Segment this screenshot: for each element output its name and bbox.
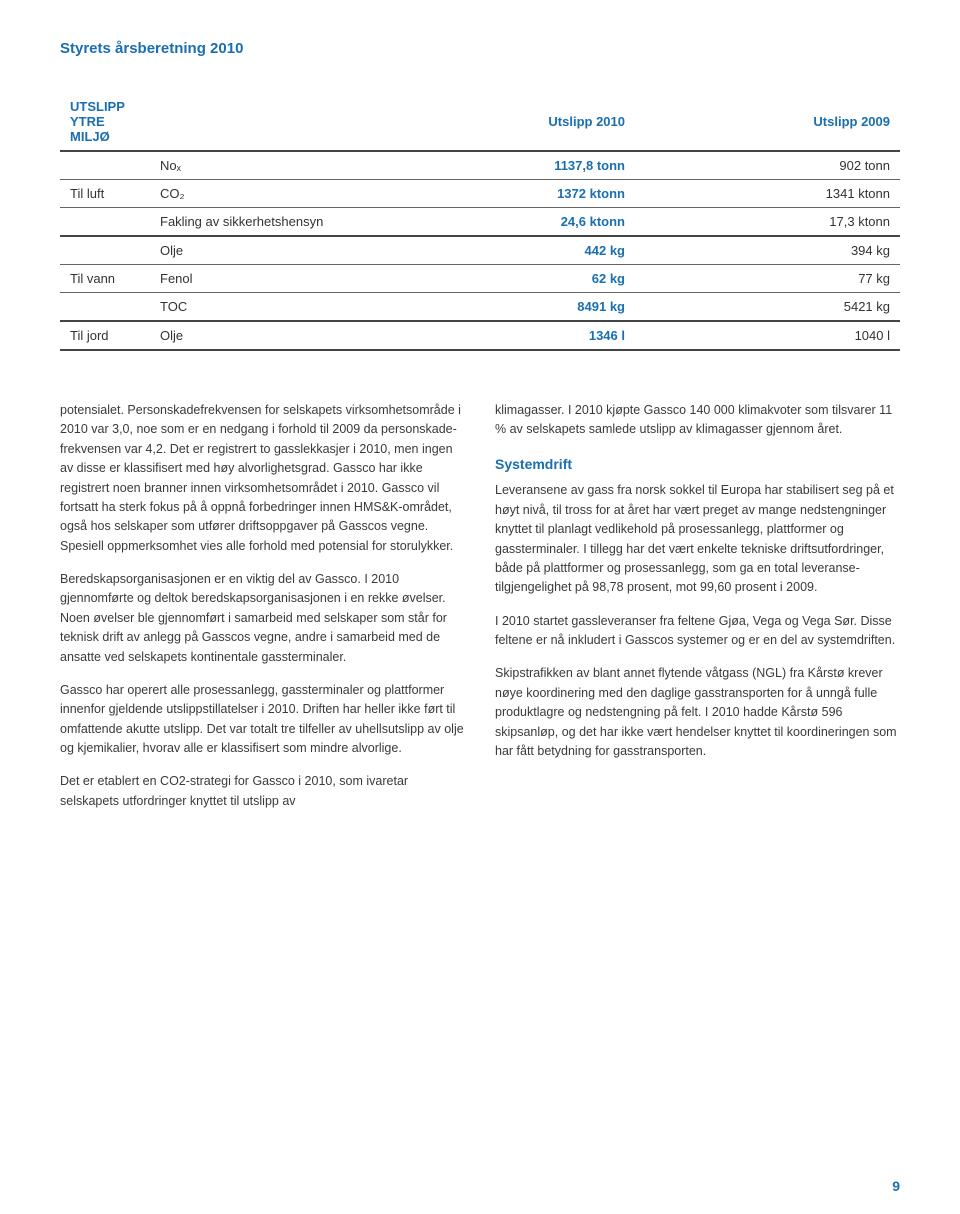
row-val-2009: 77 kg	[635, 265, 900, 293]
left-column: potensialet. Personskadefrekvensen for s…	[60, 401, 465, 825]
row-label: Olje	[150, 321, 370, 350]
row-group: Til luft	[60, 180, 150, 208]
paragraph: Det er etablert en CO2-strategi for Gass…	[60, 772, 465, 811]
col-2009-header: Utslipp 2009	[635, 93, 900, 151]
row-group	[60, 151, 150, 180]
row-val-2010: 1137,8 tonn	[370, 151, 635, 180]
row-group	[60, 236, 150, 265]
paragraph: Beredskapsorganisasjonen er en viktig de…	[60, 570, 465, 667]
paragraph: klimagasser. I 2010 kjøpte Gassco 140 00…	[495, 401, 900, 440]
row-val-2010: 1372 ktonn	[370, 180, 635, 208]
page-number: 9	[892, 1178, 900, 1194]
table-row: Til luft CO₂ 1372 ktonn 1341 ktonn	[60, 180, 900, 208]
row-group: Til vann	[60, 265, 150, 293]
text-columns: potensialet. Personskadefrekvensen for s…	[60, 401, 900, 825]
right-column: klimagasser. I 2010 kjøpte Gassco 140 00…	[495, 401, 900, 825]
col-2010-header: Utslipp 2010	[370, 93, 635, 151]
emissions-table: UTSLIPP YTRE MILJØ Utslipp 2010 Utslipp …	[60, 93, 900, 351]
row-val-2010: 442 kg	[370, 236, 635, 265]
row-val-2009: 394 kg	[635, 236, 900, 265]
table-row: Fakling av sikkerhetshensyn 24,6 ktonn 1…	[60, 208, 900, 237]
row-label: TOC	[150, 293, 370, 322]
row-label: Fenol	[150, 265, 370, 293]
row-label: Fakling av sikkerhetshensyn	[150, 208, 370, 237]
row-val-2010: 8491 kg	[370, 293, 635, 322]
page-heading: Styrets årsberetning 2010	[60, 40, 900, 57]
row-group	[60, 208, 150, 237]
row-val-2010: 24,6 ktonn	[370, 208, 635, 237]
paragraph: potensialet. Personskadefrekvensen for s…	[60, 401, 465, 556]
paragraph: Gassco har operert alle prosessanlegg, g…	[60, 681, 465, 759]
row-val-2009: 1341 ktonn	[635, 180, 900, 208]
paragraph: Skipstrafikken av blant annet flytende v…	[495, 664, 900, 761]
paragraph: I 2010 startet gassleveranser fra felten…	[495, 612, 900, 651]
table-title: UTSLIPP YTRE MILJØ	[60, 93, 150, 151]
row-val-2009: 17,3 ktonn	[635, 208, 900, 237]
row-val-2009: 902 tonn	[635, 151, 900, 180]
row-group	[60, 293, 150, 322]
table-row: Noₓ 1137,8 tonn 902 tonn	[60, 151, 900, 180]
row-label: Noₓ	[150, 151, 370, 180]
row-val-2009: 1040 l	[635, 321, 900, 350]
row-label: CO₂	[150, 180, 370, 208]
row-label: Olje	[150, 236, 370, 265]
table-header-row: UTSLIPP YTRE MILJØ Utslipp 2010 Utslipp …	[60, 93, 900, 151]
row-val-2010: 62 kg	[370, 265, 635, 293]
table-row: TOC 8491 kg 5421 kg	[60, 293, 900, 322]
table-spacer	[150, 93, 370, 151]
row-val-2010: 1346 l	[370, 321, 635, 350]
section-subhead: Systemdrift	[495, 454, 900, 476]
table-row: Til jord Olje 1346 l 1040 l	[60, 321, 900, 350]
row-val-2009: 5421 kg	[635, 293, 900, 322]
table-row: Til vann Fenol 62 kg 77 kg	[60, 265, 900, 293]
paragraph: Leveransene av gass fra norsk sokkel til…	[495, 481, 900, 597]
table-row: Olje 442 kg 394 kg	[60, 236, 900, 265]
row-group: Til jord	[60, 321, 150, 350]
